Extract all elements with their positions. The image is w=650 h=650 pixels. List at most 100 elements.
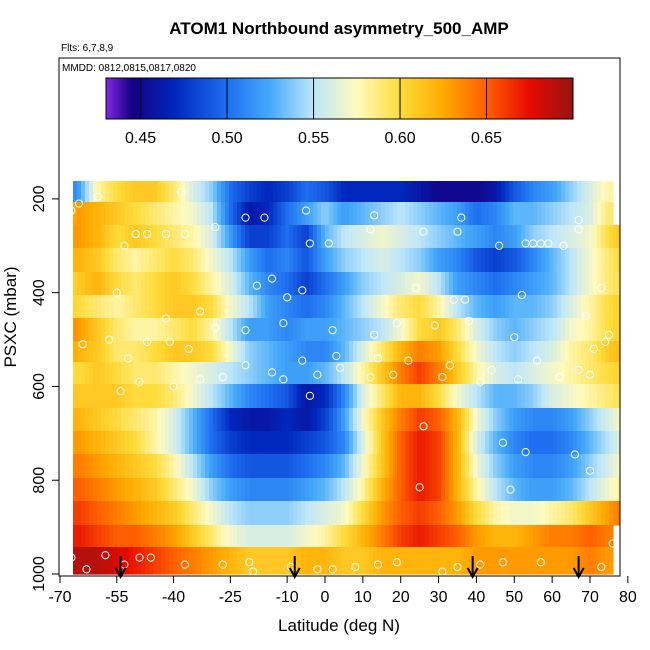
heatmap-cell: [405, 202, 410, 226]
heatmap-cell: [185, 408, 190, 432]
heatmap-cell: [77, 501, 82, 526]
heatmap-cell: [373, 408, 378, 432]
observation-point: [218, 372, 227, 382]
heatmap-cell: [345, 384, 350, 409]
heatmap-cell: [465, 384, 470, 409]
heatmap-cell: [589, 248, 594, 273]
heatmap-cell: [133, 225, 138, 249]
heatmap-cell: [509, 547, 514, 575]
heatmap-cell: [509, 202, 514, 226]
heatmap-cell: [361, 408, 366, 432]
heatmap-cell: [421, 362, 426, 385]
heatmap-cell: [285, 431, 290, 455]
heatmap-cell: [269, 341, 274, 363]
heatmap-cell: [453, 501, 458, 526]
heatmap-cell: [89, 384, 94, 409]
heatmap-cell: [433, 525, 438, 548]
heatmap-cell: [585, 181, 590, 203]
heatmap-cell: [557, 225, 562, 249]
heatmap-cell: [213, 225, 218, 249]
heatmap-cell: [361, 248, 366, 273]
heatmap-cell: [517, 181, 522, 203]
heatmap-cell: [577, 341, 582, 363]
heatmap-cell: [297, 225, 302, 249]
heatmap-cell: [145, 225, 150, 249]
heatmap-cell: [493, 272, 498, 296]
heatmap-cell: [417, 454, 422, 479]
heatmap-cell: [513, 525, 518, 548]
heatmap-cell: [185, 501, 190, 526]
heatmap-cell: [245, 454, 250, 479]
heatmap-cell: [297, 181, 302, 203]
heatmap-cell: [465, 454, 470, 479]
heatmap-cell: [381, 272, 386, 296]
heatmap-cell: [209, 248, 214, 273]
heatmap-cell: [433, 454, 438, 479]
heatmap-cell: [481, 384, 486, 409]
heatmap-cell: [313, 525, 318, 548]
heatmap-cell: [397, 384, 402, 409]
heatmap-cell: [305, 408, 310, 432]
heatmap-cell: [105, 501, 110, 526]
heatmap-cell: [189, 408, 194, 432]
heatmap-cell: [593, 525, 598, 548]
heatmap-cell: [497, 501, 502, 526]
heatmap-cell: [257, 295, 262, 319]
heatmap-cell: [349, 525, 354, 548]
heatmap-cell: [257, 225, 262, 249]
heatmap-cell: [349, 248, 354, 273]
heatmap-cell: [269, 431, 274, 455]
heatmap-cell: [317, 384, 322, 409]
heatmap-cell: [465, 341, 470, 363]
heatmap-cell: [317, 295, 322, 319]
heatmap-cell: [145, 341, 150, 363]
heatmap-cell: [441, 408, 446, 432]
heatmap-cell: [489, 525, 494, 548]
heatmap-cell: [149, 341, 154, 363]
heatmap-cell: [205, 318, 210, 342]
heatmap-cell: [485, 248, 490, 273]
heatmap-cell: [505, 454, 510, 479]
heatmap-cell: [437, 525, 442, 548]
heatmap-cell: [273, 431, 278, 455]
heatmap-cell: [605, 248, 610, 273]
heatmap: [73, 181, 630, 575]
heatmap-cell: [273, 318, 278, 342]
heatmap-cell: [317, 341, 322, 363]
observation-point: [513, 375, 523, 384]
heatmap-cell: [477, 362, 482, 385]
heatmap-cell: [265, 181, 270, 203]
heatmap-cell: [325, 341, 330, 363]
heatmap-cell: [441, 501, 446, 526]
heatmap-cell: [353, 547, 358, 575]
heatmap-cell: [401, 272, 406, 296]
heatmap-cell: [201, 341, 206, 363]
heatmap-cell: [433, 384, 438, 409]
heatmap-cell: [501, 547, 506, 575]
heatmap-cell: [141, 362, 146, 385]
x-tick-label: 80: [619, 589, 637, 606]
heatmap-cell: [537, 295, 542, 319]
heatmap-cell: [533, 454, 538, 479]
heatmap-cell: [173, 362, 178, 385]
observation-point: [146, 553, 155, 562]
heatmap-cell: [529, 547, 534, 575]
heatmap-cell: [209, 454, 214, 479]
heatmap-cell: [141, 181, 146, 203]
observation-point: [142, 229, 152, 239]
heatmap-cell: [381, 454, 386, 479]
heatmap-cell: [417, 202, 422, 226]
heatmap-cell: [337, 181, 342, 203]
heatmap-cell: [413, 408, 418, 432]
heatmap-cell: [365, 525, 370, 548]
heatmap-cell: [289, 501, 294, 526]
observation-point: [624, 533, 631, 540]
heatmap-cell: [621, 341, 626, 363]
heatmap-cell: [285, 454, 290, 479]
heatmap-cell: [537, 501, 542, 526]
heatmap-cell: [453, 547, 458, 575]
heatmap-cell: [485, 384, 490, 409]
heatmap-cell: [129, 454, 134, 479]
heatmap-cell: [569, 318, 574, 342]
heatmap-cell: [625, 248, 630, 273]
